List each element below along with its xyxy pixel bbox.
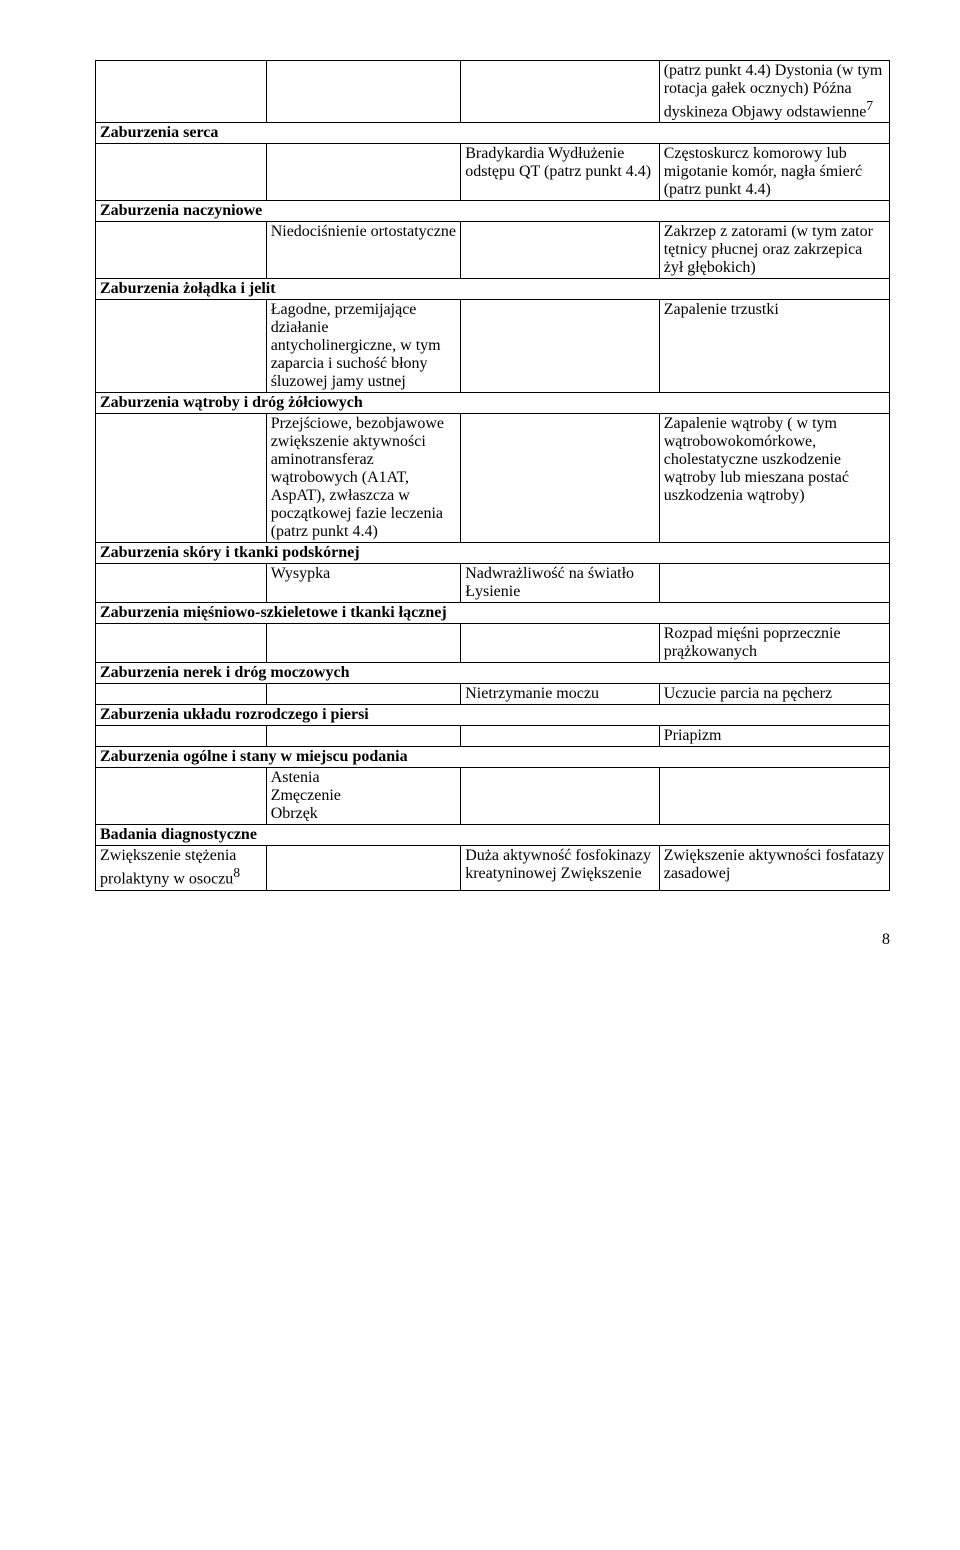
table-row: (patrz punkt 4.4) Dystonia (w tym rotacj… [96,61,890,123]
cell-text: Zwiększenie aktywności fosfatazy zasadow… [659,846,889,890]
table-row: Zaburzenia mięśniowo-szkieletowe i tkank… [96,603,890,624]
adverse-effects-table: (patrz punkt 4.4) Dystonia (w tym rotacj… [95,60,890,891]
cell-text: Niedociśnienie ortostatyczne [266,222,461,279]
cell-text: Zakrzep z zatorami (w tym zator tętnicy … [659,222,889,279]
table-row: Priapizm [96,726,890,747]
cell-text: (patrz punkt 4.4) Dystonia (w tym rotacj… [659,61,889,123]
table-row: Astenia Zmęczenie Obrzęk [96,768,890,825]
cell-text: Częstoskurcz komorowy lub migotanie komó… [659,144,889,201]
section-header: Zaburzenia żołądka i jelit [96,279,890,300]
section-header: Zaburzenia nerek i dróg moczowych [96,663,890,684]
cell-text: Zapalenie wątroby ( w tym wątrobowokomór… [659,414,889,543]
cell-text: Przejściowe, bezobjawowe zwiększenie akt… [266,414,461,543]
table-row: Łagodne, przemijające działanie antychol… [96,300,890,393]
section-header: Badania diagnostyczne [96,825,890,846]
cell-text: Bradykardia Wydłużenie odstępu QT (patrz… [461,144,660,201]
section-header: Zaburzenia ogólne i stany w miejscu poda… [96,747,890,768]
table-row: Przejściowe, bezobjawowe zwiększenie akt… [96,414,890,543]
cell-text: Zapalenie trzustki [659,300,889,393]
section-header: Zaburzenia układu rozrodczego i piersi [96,705,890,726]
table-row: Zaburzenia nerek i dróg moczowych [96,663,890,684]
cell-text: Duża aktywność fosfokinazy kreatyninowej… [461,846,660,890]
table-row: Zaburzenia serca [96,123,890,144]
cell-text: Nadwrażliwość na światło Łysienie [461,564,660,603]
section-header: Zaburzenia mięśniowo-szkieletowe i tkank… [96,603,890,624]
table-row: Bradykardia Wydłużenie odstępu QT (patrz… [96,144,890,201]
table-row: Rozpad mięśni poprzecznie prążkowanych [96,624,890,663]
table-row: Zaburzenia wątroby i dróg żółciowych [96,393,890,414]
cell-text: Wysypka [266,564,461,603]
table-row: Zaburzenia naczyniowe [96,201,890,222]
table-row: Zaburzenia skóry i tkanki podskórnej [96,543,890,564]
cell-text: Rozpad mięśni poprzecznie prążkowanych [659,624,889,663]
section-header: Zaburzenia serca [96,123,890,144]
table-row: Nietrzymanie moczu Uczucie parcia na pęc… [96,684,890,705]
table-row: Zwiększenie stężenia prolaktyny w osoczu… [96,846,890,890]
cell-text: Uczucie parcia na pęcherz [659,684,889,705]
page-number: 8 [95,931,890,949]
section-header: Zaburzenia wątroby i dróg żółciowych [96,393,890,414]
cell-text: Nietrzymanie moczu [461,684,660,705]
table-row: Zaburzenia żołądka i jelit [96,279,890,300]
cell-text: Astenia Zmęczenie Obrzęk [266,768,461,825]
table-row: Niedociśnienie ortostatyczne Zakrzep z z… [96,222,890,279]
section-header: Zaburzenia skóry i tkanki podskórnej [96,543,890,564]
table-row: Zaburzenia ogólne i stany w miejscu poda… [96,747,890,768]
cell-text: Łagodne, przemijające działanie antychol… [266,300,461,393]
section-header: Zaburzenia naczyniowe [96,201,890,222]
table-row: Zaburzenia układu rozrodczego i piersi [96,705,890,726]
cell-text: Priapizm [659,726,889,747]
cell-text: Zwiększenie stężenia prolaktyny w osoczu… [96,846,267,890]
table-row: Wysypka Nadwrażliwość na światło Łysieni… [96,564,890,603]
table-row: Badania diagnostyczne [96,825,890,846]
